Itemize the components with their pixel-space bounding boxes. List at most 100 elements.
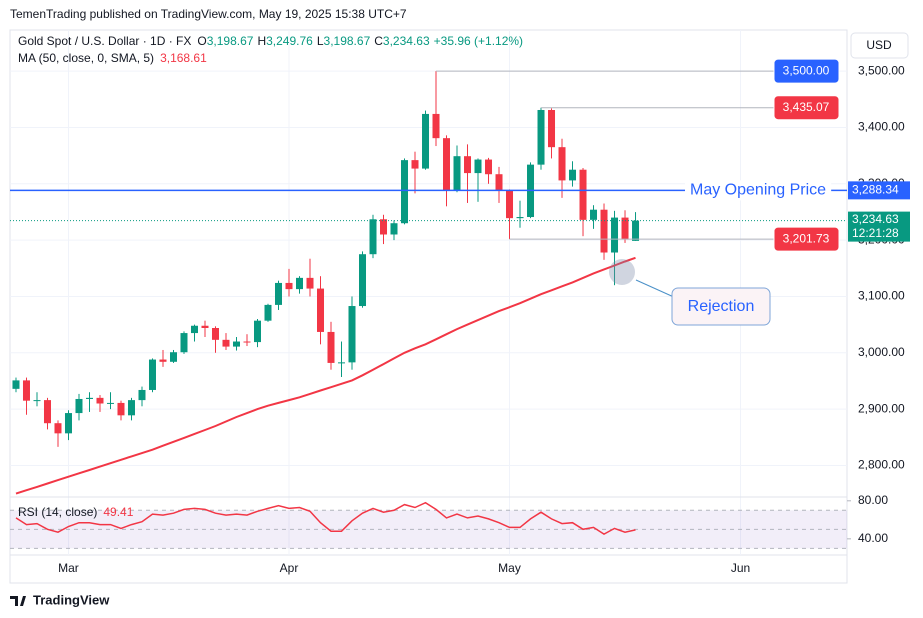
- ohlc-key: H: [257, 34, 266, 48]
- y-tick-label: 3,400.00: [858, 120, 905, 134]
- candle-body: [611, 217, 619, 253]
- candle-body: [75, 398, 83, 414]
- ohlc-value: 3,234.63: [383, 34, 430, 48]
- level-label: 3,201.73: [783, 231, 830, 245]
- level-badge: [773, 58, 840, 84]
- y-tick-label: 3,500.00: [858, 63, 905, 77]
- x-tick-label: Apr: [280, 561, 299, 575]
- candle-body: [516, 217, 524, 219]
- candle-body: [22, 380, 30, 401]
- opening-label: 3,288.34: [852, 183, 899, 197]
- level-badge: [773, 95, 840, 121]
- candle-body: [138, 389, 146, 401]
- currency[interactable]: USD: [866, 38, 892, 52]
- candle-body: [359, 254, 367, 307]
- callout-box: [671, 287, 771, 326]
- y-tick-label: 2,800.00: [858, 458, 905, 472]
- candle-body: [390, 223, 398, 235]
- candle-body: [306, 277, 314, 289]
- y-tick-label: 2,900.00: [858, 401, 905, 415]
- candle-body: [621, 217, 629, 240]
- candle-body: [548, 109, 556, 148]
- x-tick-label: Mar: [58, 561, 79, 575]
- ohlc-key: O: [197, 34, 206, 48]
- level-label: 3,500.00: [783, 63, 830, 77]
- x-tick-label: Jun: [731, 561, 750, 575]
- candle-body: [369, 219, 377, 255]
- rsi-tick-label: 40.00: [858, 531, 888, 545]
- candle-body: [33, 400, 41, 402]
- candle-body: [211, 328, 219, 340]
- plot: Mar Apr May Jun 2,800.00 2,900.00 3,000.00 3,10…: [10, 30, 910, 575]
- candle-body: [590, 209, 598, 220]
- candle-body: [537, 109, 545, 165]
- candle-body: [317, 288, 325, 332]
- last-price-badge: [848, 211, 910, 242]
- candle-body: [190, 325, 198, 334]
- ma-name: MA (50, close, 0, SMA, 5): [18, 51, 154, 65]
- candle-body: [569, 169, 577, 181]
- candle-body: [296, 277, 304, 290]
- ohlc-key: L: [317, 34, 324, 48]
- symbol: Gold Spot / U.S. Dollar · 1D · FX: [18, 34, 191, 48]
- rsi-legend: RSI (14, close) 49.41: [18, 505, 134, 519]
- candle-body: [338, 362, 346, 364]
- footer-logo: TradingView: [10, 592, 110, 607]
- rsi-value: 49.41: [103, 505, 133, 519]
- ohlc-value: 3,249.76: [266, 34, 313, 48]
- candle-body: [411, 160, 419, 169]
- candle-body: [327, 331, 335, 363]
- candle-body: [495, 174, 503, 191]
- candle-body: [443, 138, 451, 191]
- opening-text: May Opening Price: [690, 182, 826, 199]
- candle-body: [632, 220, 640, 241]
- byline: TemenTrading published on TradingView.co…: [10, 7, 407, 21]
- candle-body: [579, 169, 587, 220]
- candle-body: [148, 359, 156, 390]
- candle-body: [169, 352, 177, 362]
- candle-body: [401, 160, 409, 224]
- candle-body: [380, 219, 388, 235]
- candle-body: [558, 147, 566, 181]
- rsi-name: RSI (14, close): [18, 505, 97, 519]
- level-badge: [773, 226, 840, 252]
- rsi-tick-label: 80.00: [858, 493, 888, 507]
- candle-body: [117, 402, 125, 416]
- y-tick-label: 3,100.00: [858, 289, 905, 303]
- level-label: 3,435.07: [783, 100, 830, 114]
- rsi-line: [15, 501, 636, 535]
- candle-body: [348, 306, 356, 363]
- candle-body: [285, 282, 293, 290]
- opening-badge: [848, 181, 910, 200]
- candle-body: [232, 341, 240, 347]
- rejection-annotation: Rejection: [609, 259, 771, 326]
- candle-body: [159, 359, 167, 362]
- candle-body: [253, 320, 261, 343]
- candle-body: [432, 113, 440, 139]
- last-price-label: 3,234.63: [852, 212, 899, 226]
- candle-body: [96, 397, 104, 404]
- candle-body: [180, 333, 188, 353]
- opening-text-bg: [685, 180, 832, 201]
- ma-value: 3,168.61: [160, 51, 207, 65]
- y-tick-label: 3,000.00: [858, 345, 905, 359]
- candle-body: [600, 209, 608, 253]
- candle-body: [485, 159, 493, 175]
- ohlc-value: 3,198.67: [324, 34, 371, 48]
- candle-body: [506, 190, 514, 219]
- logo-icon: [10, 596, 26, 606]
- candle-body: [43, 400, 51, 424]
- change: +35.96 (+1.12%): [434, 34, 523, 48]
- callout-line: [635, 279, 677, 299]
- currency-button[interactable]: [850, 32, 909, 59]
- candle-body: [264, 304, 272, 321]
- symbol-legend: Gold Spot / U.S. Dollar · 1D · FX O 3,198.…: [18, 34, 523, 48]
- candle-body: [464, 156, 472, 174]
- candle-body: [422, 113, 430, 169]
- candle-body: [474, 159, 482, 174]
- candle-body: [222, 339, 230, 347]
- candle-body: [85, 397, 93, 399]
- ma-legend: MA (50, close, 0, SMA, 5) 3,168.61: [18, 51, 207, 65]
- brand: TradingView: [33, 592, 110, 607]
